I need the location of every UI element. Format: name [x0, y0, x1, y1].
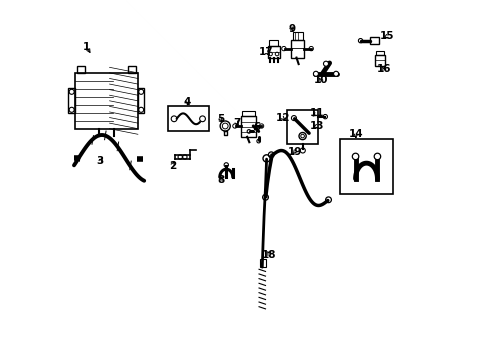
Text: 16: 16: [376, 64, 391, 74]
Text: 2: 2: [169, 161, 176, 171]
Text: 1: 1: [83, 42, 90, 52]
Circle shape: [323, 61, 328, 66]
Circle shape: [352, 153, 359, 160]
Text: 7: 7: [233, 118, 241, 128]
Bar: [370, 37, 379, 44]
Bar: [376, 51, 384, 55]
Bar: [241, 116, 256, 137]
Text: 3: 3: [97, 156, 104, 166]
Bar: [168, 106, 209, 131]
Bar: [374, 55, 386, 66]
Bar: [128, 66, 136, 73]
Bar: [75, 73, 138, 129]
Bar: [293, 32, 303, 40]
Bar: [242, 111, 255, 116]
Text: 8: 8: [217, 175, 224, 185]
Text: 4: 4: [184, 96, 191, 107]
Text: 5: 5: [217, 114, 224, 124]
Text: 14: 14: [348, 129, 363, 139]
Bar: [269, 40, 278, 46]
Bar: [288, 110, 318, 144]
Bar: [77, 66, 85, 73]
Text: 11: 11: [310, 108, 324, 118]
Text: 12: 12: [275, 113, 290, 123]
Bar: [341, 139, 392, 194]
Circle shape: [334, 71, 339, 76]
Text: 15: 15: [380, 31, 394, 41]
Bar: [138, 88, 145, 113]
Bar: [291, 40, 304, 58]
Circle shape: [314, 71, 318, 76]
Text: 6: 6: [254, 122, 261, 132]
Text: 17: 17: [259, 47, 274, 57]
Text: 9: 9: [288, 24, 295, 34]
Text: 19: 19: [288, 147, 302, 157]
Circle shape: [374, 153, 381, 160]
Bar: [260, 259, 266, 267]
Bar: [69, 88, 75, 113]
Bar: [268, 46, 280, 58]
Text: 18: 18: [262, 250, 277, 260]
Text: 10: 10: [313, 75, 328, 85]
Text: 13: 13: [310, 121, 324, 131]
